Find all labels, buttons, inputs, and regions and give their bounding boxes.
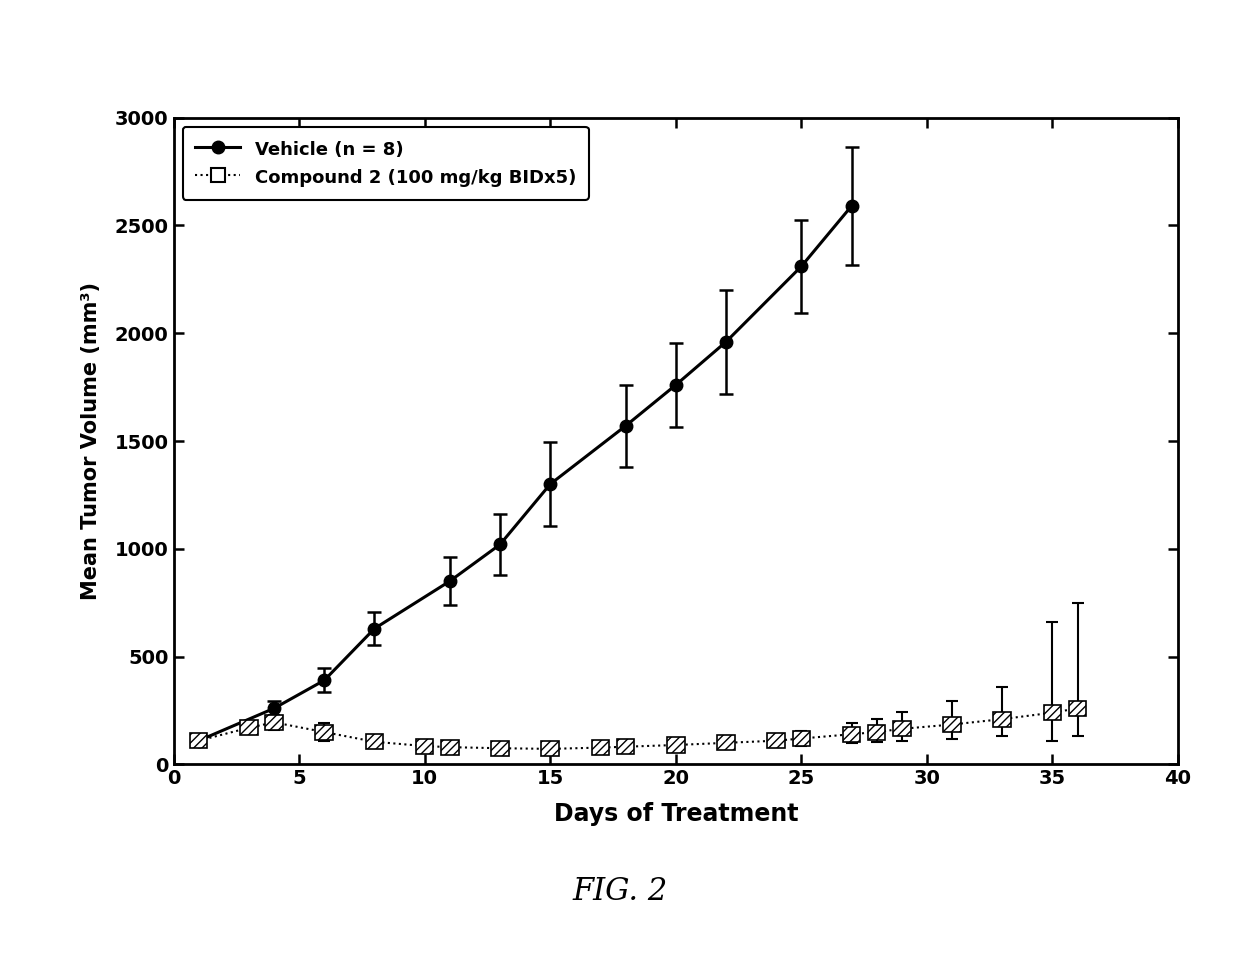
FancyBboxPatch shape [241, 720, 258, 735]
FancyBboxPatch shape [868, 724, 885, 740]
FancyBboxPatch shape [993, 711, 1011, 727]
FancyBboxPatch shape [1044, 706, 1061, 720]
FancyBboxPatch shape [616, 739, 635, 755]
FancyBboxPatch shape [366, 734, 383, 750]
FancyBboxPatch shape [591, 740, 609, 756]
FancyBboxPatch shape [792, 731, 810, 746]
FancyBboxPatch shape [768, 733, 785, 749]
FancyBboxPatch shape [265, 714, 283, 730]
FancyBboxPatch shape [315, 724, 334, 740]
FancyBboxPatch shape [944, 717, 961, 732]
Text: FIG. 2: FIG. 2 [573, 876, 667, 907]
FancyBboxPatch shape [843, 727, 861, 742]
FancyBboxPatch shape [667, 738, 684, 753]
FancyBboxPatch shape [190, 733, 207, 749]
FancyBboxPatch shape [893, 721, 910, 736]
X-axis label: Days of Treatment: Days of Treatment [553, 803, 799, 826]
FancyBboxPatch shape [441, 740, 459, 755]
FancyBboxPatch shape [491, 741, 508, 756]
FancyBboxPatch shape [415, 739, 434, 754]
FancyBboxPatch shape [1069, 701, 1086, 715]
Y-axis label: Mean Tumor Volume (mm³): Mean Tumor Volume (mm³) [81, 282, 100, 600]
Legend: Vehicle (n = 8), Compound 2 (100 mg/kg BIDx5): Vehicle (n = 8), Compound 2 (100 mg/kg B… [182, 126, 589, 200]
FancyBboxPatch shape [717, 735, 735, 751]
FancyBboxPatch shape [542, 741, 559, 757]
